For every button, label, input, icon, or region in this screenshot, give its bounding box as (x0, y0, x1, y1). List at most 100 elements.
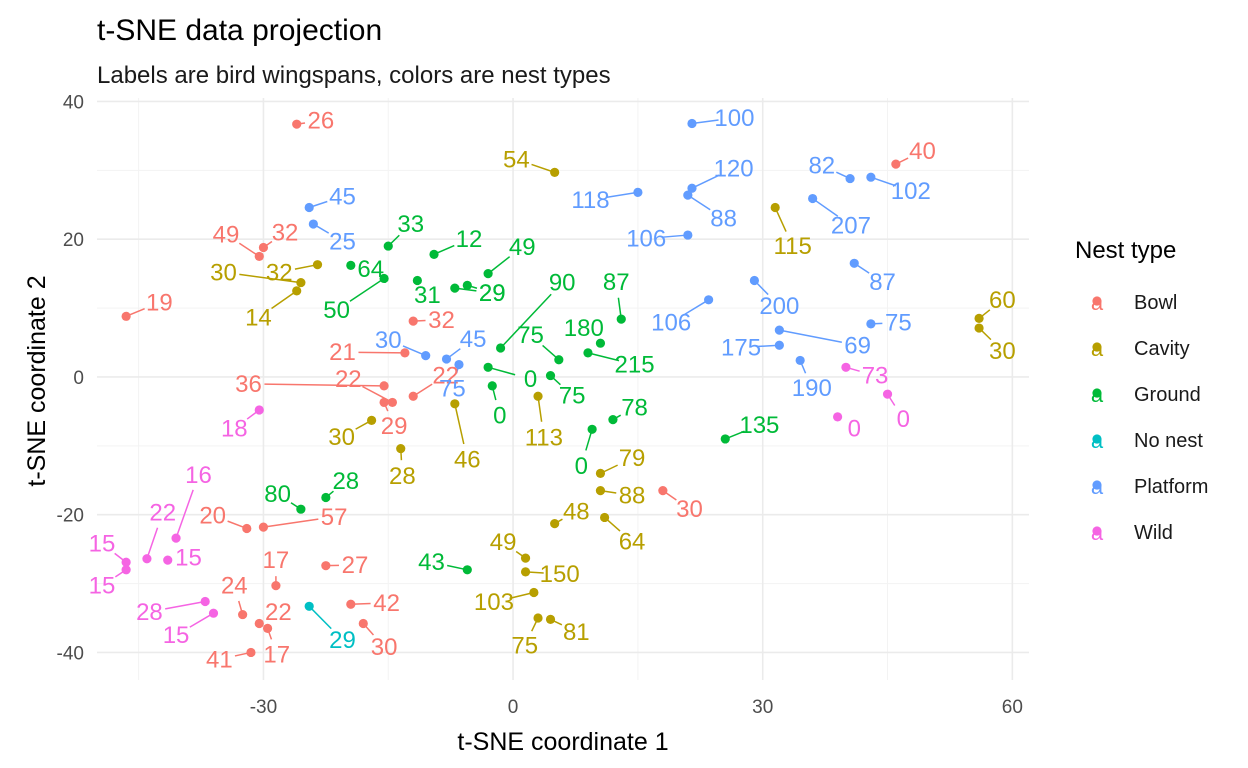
data-point (292, 286, 302, 296)
data-point (450, 399, 460, 409)
data-point (882, 389, 893, 399)
legend-title: Nest type (1075, 237, 1176, 264)
data-point (483, 362, 493, 372)
y-tick-label: 0 (73, 368, 84, 389)
data-label: 180 (564, 315, 604, 342)
data-point (720, 434, 730, 444)
data-point (529, 587, 539, 598)
data-point (704, 295, 714, 305)
data-point (749, 275, 759, 286)
data-label: 26 (307, 108, 334, 135)
legend-key-point (1092, 434, 1102, 444)
data-label: 64 (357, 256, 384, 283)
data-label: 29 (329, 627, 356, 654)
data-point (308, 219, 318, 229)
x-axis-title: t-SNE coordinate 1 (457, 728, 668, 756)
data-point (421, 350, 431, 361)
data-label: 17 (263, 547, 290, 574)
legend-entry: a Bowl (1091, 290, 1177, 315)
data-label: 200 (759, 293, 799, 320)
data-label: 28 (136, 599, 163, 626)
label-leader-line (454, 403, 465, 445)
legend-entry: a Cavity (1091, 336, 1190, 361)
label-leader-line (239, 273, 301, 284)
data-label: 30 (676, 496, 703, 523)
data-point (321, 561, 331, 571)
data-point (200, 596, 210, 607)
label-leader-line (349, 277, 385, 302)
data-label: 113 (525, 425, 563, 452)
data-point (533, 391, 543, 401)
legend-label: Cavity (1134, 338, 1190, 360)
data-point (171, 533, 181, 543)
data-point (550, 167, 560, 177)
data-point (487, 381, 497, 391)
data-label: 48 (563, 498, 590, 525)
data-point (238, 609, 248, 620)
data-label: 150 (540, 561, 580, 588)
grid-lines (97, 98, 1029, 680)
data-point (845, 173, 855, 184)
legend-key-glyph: a (1091, 336, 1104, 361)
data-label: 18 (221, 416, 248, 443)
legend-key-glyph: a (1091, 382, 1104, 407)
data-label: 33 (397, 211, 424, 238)
data-label: 30 (328, 424, 355, 451)
data-point (429, 249, 439, 259)
data-label: 50 (323, 297, 350, 324)
data-point (441, 354, 452, 364)
y-tick-label: 40 (63, 92, 84, 113)
data-point (849, 258, 859, 268)
legend-key-glyph: a (1091, 474, 1104, 499)
data-label: 28 (332, 468, 359, 495)
data-point (379, 273, 389, 284)
data-label: 15 (163, 622, 190, 649)
data-label: 103 (474, 589, 514, 616)
data-point (891, 159, 901, 169)
data-label: 27 (342, 552, 369, 579)
legend-key-point (1092, 296, 1102, 306)
data-label: 41 (206, 646, 233, 673)
data-point (258, 242, 269, 253)
data-point (346, 260, 356, 270)
data-point (312, 260, 323, 270)
data-label: 0 (848, 416, 861, 443)
legend-label: Ground (1134, 384, 1201, 406)
data-label: 42 (373, 590, 400, 617)
legend-label: Wild (1134, 522, 1173, 544)
data-label: 46 (454, 447, 481, 474)
data-point (412, 275, 422, 286)
data-label: 24 (221, 573, 248, 600)
data-label: 207 (831, 212, 871, 239)
data-point (595, 338, 606, 348)
data-points (121, 118, 984, 658)
label-leader-line (812, 197, 839, 217)
data-label: 20 (199, 502, 226, 529)
label-leader-line (358, 351, 405, 354)
legend-key-glyph: a (1091, 428, 1104, 453)
data-point (450, 283, 460, 293)
data-label: 215 (615, 352, 655, 379)
data-label: 81 (563, 619, 590, 646)
data-label: 22 (432, 363, 459, 390)
data-point (379, 381, 389, 391)
x-tick-label: 60 (1002, 697, 1023, 718)
data-point (495, 343, 506, 353)
legend-entry: a Platform (1091, 474, 1209, 499)
data-label: 64 (619, 529, 646, 556)
chart-subtitle: Labels are bird wingspans, colors are ne… (97, 62, 611, 89)
x-tick-label: 0 (508, 697, 519, 718)
data-point (545, 370, 556, 381)
data-point (520, 553, 531, 563)
label-leader-line (271, 290, 298, 310)
data-point (383, 241, 393, 251)
data-point (583, 348, 593, 358)
data-point (121, 311, 131, 321)
label-leader-line (587, 352, 620, 362)
data-label: 28 (389, 463, 416, 490)
data-point (683, 190, 693, 200)
data-label: 15 (175, 544, 202, 571)
data-point (554, 355, 564, 365)
data-label: 0 (524, 366, 537, 393)
legend-entry: a Wild (1091, 520, 1173, 545)
